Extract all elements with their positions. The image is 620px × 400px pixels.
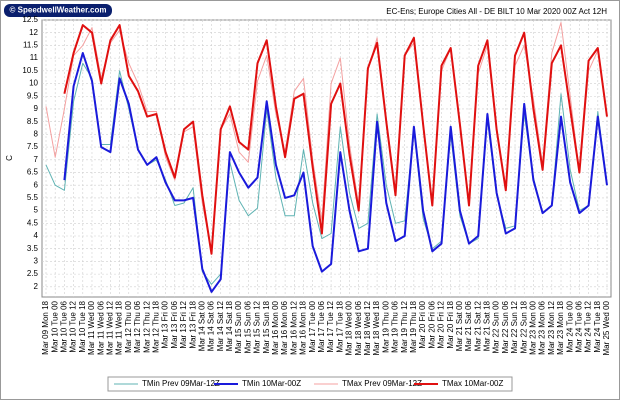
- x-tick-label: Mar 13 Fri 06: [170, 300, 179, 348]
- x-tick-label: Mar 24 Tue 06: [575, 300, 584, 352]
- x-tick-label: Mar 19 Thu 00: [381, 300, 390, 352]
- y-tick-label: 11: [30, 53, 39, 62]
- x-tick-label: Mar 12 Thu 12: [142, 300, 151, 352]
- series-line: [63, 24, 608, 255]
- x-tick-label: Mar 15 Sun 18: [262, 300, 271, 353]
- x-tick-label: Mar 23 Mon 00: [529, 300, 538, 354]
- brand-badge: [4, 4, 112, 17]
- x-tick-label: Mar 23 Mon 12: [547, 300, 556, 354]
- x-tick-label: Mar 25 Wed 00: [602, 300, 611, 355]
- x-tick-label: Mar 10 Tue 06: [60, 300, 69, 352]
- x-tick-label: Mar 24 Tue 12: [584, 300, 593, 352]
- x-tick-label: Mar 15 Sun 12: [253, 300, 262, 353]
- x-tick-label: Mar 11 Wed 06: [96, 300, 105, 355]
- x-tick-label: Mar 21 Sat 00: [455, 300, 464, 351]
- x-tick-label: Mar 17 Tue 06: [317, 300, 326, 352]
- y-tick-label: 5.5: [27, 193, 39, 202]
- y-tick-label: 7: [34, 155, 39, 164]
- x-tick-label: Mar 15 Sun 00: [234, 300, 243, 353]
- y-tick-label: 12: [29, 28, 38, 37]
- legend-label: TMax Prev 09Mar-12Z: [342, 379, 422, 388]
- x-tick-label: Mar 14 Sat 18: [225, 300, 234, 351]
- y-tick-label: 4: [34, 231, 39, 240]
- x-tick-label: Mar 22 Sun 12: [510, 300, 519, 353]
- x-tick-label: Mar 12 Thu 18: [151, 300, 160, 352]
- series-line: [63, 52, 608, 293]
- x-tick-label: Mar 21 Sat 12: [473, 300, 482, 351]
- y-tick-label: 9.5: [27, 91, 39, 100]
- y-tick-label: 12.5: [22, 15, 38, 24]
- y-tick-label: 2: [34, 282, 39, 291]
- y-tick-label: 11.5: [23, 41, 39, 50]
- y-tick-label: 8: [34, 129, 39, 138]
- x-tick-label: Mar 13 Fri 12: [179, 300, 188, 348]
- x-tick-label: Mar 24 Tue 00: [565, 300, 574, 352]
- y-tick-label: 7.5: [27, 142, 39, 151]
- x-tick-label: Mar 21 Sat 06: [464, 300, 473, 351]
- legend-label: TMin 10Mar-00Z: [242, 379, 301, 388]
- x-tick-label: Mar 11 Wed 18: [115, 300, 124, 355]
- x-tick-label: Mar 10 Tue 18: [78, 300, 87, 352]
- legend-label: TMax 10Mar-00Z: [442, 379, 503, 388]
- x-tick-label: Mar 18 Wed 12: [363, 300, 372, 355]
- x-tick-label: Mar 23 Mon 18: [556, 300, 565, 354]
- x-tick-label: Mar 20 Fri 00: [418, 300, 427, 348]
- y-tick-label: 6.5: [27, 168, 39, 177]
- x-tick-label: Mar 12 Thu 06: [133, 300, 142, 352]
- x-tick-label: Mar 17 Tue 18: [335, 300, 344, 352]
- x-tick-label: Mar 16 Mon 00: [271, 300, 280, 354]
- x-tick-label: Mar 18 Wed 00: [345, 300, 354, 355]
- legend-label: TMin Prev 09Mar-12Z: [142, 379, 220, 388]
- x-tick-label: Mar 16 Mon 06: [280, 300, 289, 354]
- x-tick-label: Mar 21 Sat 18: [483, 300, 492, 351]
- x-tick-label: Mar 20 Fri 06: [427, 300, 436, 348]
- y-tick-label: 10: [29, 79, 38, 88]
- legend: [107, 376, 513, 392]
- x-tick-label: Mar 19 Thu 12: [400, 300, 409, 352]
- y-tick-label: 3.5: [27, 244, 39, 253]
- x-tick-label: Mar 20 Fri 12: [437, 300, 446, 348]
- x-tick-label: Mar 22 Sun 06: [501, 300, 510, 353]
- y-tick-label: 2.5: [27, 269, 39, 278]
- y-tick-label: 10.5: [22, 66, 38, 75]
- x-tick-label: Mar 23 Mon 06: [538, 300, 547, 354]
- x-tick-label: Mar 15 Sun 06: [243, 300, 252, 353]
- x-tick-label: Mar 18 Wed 06: [354, 300, 363, 355]
- x-tick-label: Mar 19 Thu 06: [391, 300, 400, 352]
- chart-title: EC-Ens; Europe Cities All - DE BILT 10 M…: [386, 7, 607, 16]
- x-tick-label: Mar 10 Tue 12: [69, 300, 78, 352]
- y-tick-label: 9: [34, 104, 39, 113]
- x-tick-label: Mar 11 Wed 00: [87, 300, 96, 355]
- brand: © SpeedwellWeather.com: [10, 6, 107, 15]
- x-tick-label: Mar 17 Tue 00: [308, 300, 317, 352]
- x-tick-label: Mar 16 Mon 12: [289, 300, 298, 354]
- x-tick-label: Mar 14 Sat 00: [197, 300, 206, 351]
- x-tick-label: Mar 14 Sat 12: [216, 300, 225, 351]
- x-tick-label: Mar 20 Fri 18: [446, 300, 455, 348]
- x-tick-label: Mar 13 Fri 18: [188, 300, 197, 348]
- x-tick-label: Mar 16 Mon 18: [299, 300, 308, 354]
- x-tick-label: Mar 22 Sun 18: [519, 300, 528, 353]
- y-tick-label: 3: [34, 257, 39, 266]
- x-tick-label: Mar 22 Sun 00: [492, 300, 501, 353]
- x-tick-label: Mar 24 Tue 18: [593, 300, 602, 352]
- x-tick-label: Mar 14 Sat 06: [207, 300, 216, 351]
- y-tick-label: 4.5: [27, 218, 39, 227]
- y-tick-label: 8.5: [27, 117, 39, 126]
- y-tick-label: 6: [34, 180, 39, 189]
- x-tick-label: Mar 10 Tue 00: [50, 300, 59, 352]
- x-tick-label: Mar 19 Thu 18: [409, 300, 418, 352]
- x-tick-label: Mar 17 Tue 12: [326, 300, 335, 352]
- x-tick-label: Mar 12 Thu 00: [124, 300, 133, 352]
- y-axis-label: C: [5, 155, 14, 161]
- x-tick-label: Mar 13 Fri 00: [161, 300, 170, 348]
- x-tick-label: Mar 09 Mon 18: [41, 300, 50, 354]
- x-tick-label: Mar 11 Wed 12: [105, 300, 114, 355]
- x-tick-label: Mar 18 Wed 18: [372, 300, 381, 355]
- y-tick-label: 5: [34, 206, 39, 215]
